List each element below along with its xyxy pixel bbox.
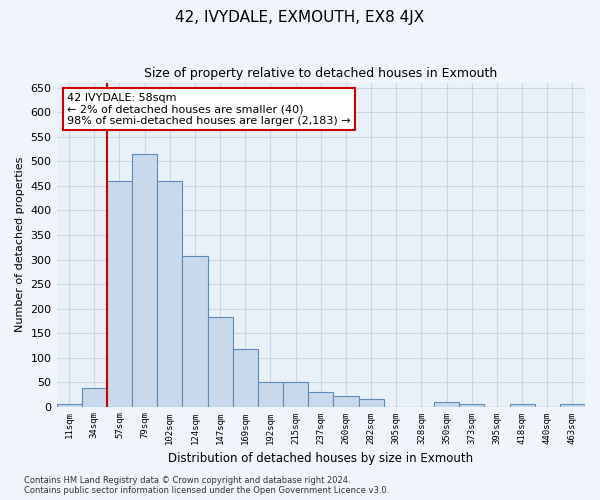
Bar [434, 402, 459, 406]
Bar [459, 404, 484, 406]
Bar [560, 404, 585, 406]
Bar [82, 388, 107, 406]
Text: 42 IVYDALE: 58sqm
← 2% of detached houses are smaller (40)
98% of semi-detached : 42 IVYDALE: 58sqm ← 2% of detached house… [67, 93, 351, 126]
Text: Contains HM Land Registry data © Crown copyright and database right 2024.
Contai: Contains HM Land Registry data © Crown c… [24, 476, 389, 495]
Text: 42, IVYDALE, EXMOUTH, EX8 4JX: 42, IVYDALE, EXMOUTH, EX8 4JX [175, 10, 425, 25]
Bar [182, 256, 208, 406]
Bar [208, 318, 233, 406]
Bar [132, 154, 157, 406]
X-axis label: Distribution of detached houses by size in Exmouth: Distribution of detached houses by size … [168, 452, 473, 465]
Title: Size of property relative to detached houses in Exmouth: Size of property relative to detached ho… [144, 68, 497, 80]
Y-axis label: Number of detached properties: Number of detached properties [15, 157, 25, 332]
Bar [334, 396, 359, 406]
Bar [157, 181, 182, 406]
Bar [283, 382, 308, 406]
Bar [258, 382, 283, 406]
Bar [107, 181, 132, 406]
Bar [56, 404, 82, 406]
Bar [308, 392, 334, 406]
Bar [233, 348, 258, 406]
Bar [359, 399, 383, 406]
Bar [509, 404, 535, 406]
